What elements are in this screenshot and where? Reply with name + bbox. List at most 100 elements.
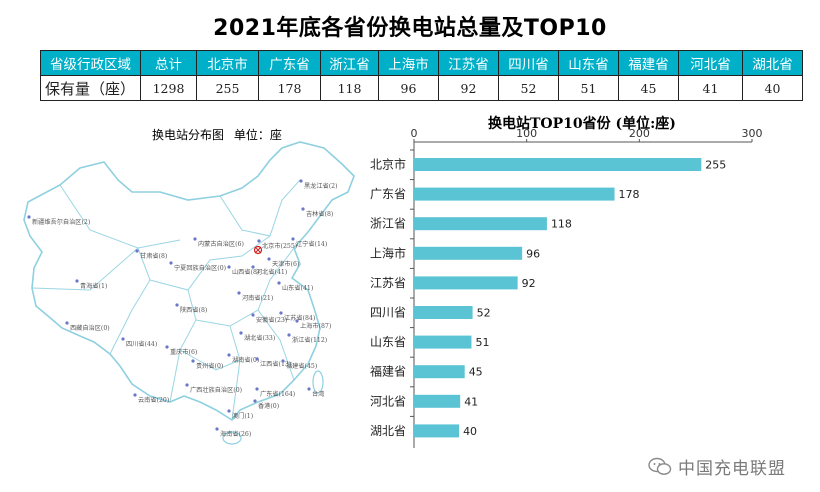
map-label: 辽宁省(14)	[296, 240, 327, 248]
x-tick-label: 100	[516, 128, 537, 140]
summary-header-cell: 总计	[140, 50, 197, 76]
map-label: 福建省(45)	[286, 362, 317, 370]
watermark-text: 中国充电联盟	[678, 459, 786, 479]
map-point	[193, 237, 197, 241]
map-label: 湖南省(0)	[232, 356, 259, 364]
summary-value-cell: 41	[678, 75, 743, 101]
map-label: 江西省(13)	[260, 360, 291, 368]
chart-title: 换电站TOP10省份 (单位:座)	[488, 116, 676, 132]
x-tick-label: 0	[411, 128, 418, 140]
map-label: 天津市(6)	[272, 260, 299, 268]
map-label: 陕西省(8)	[180, 306, 207, 314]
map-point	[255, 387, 259, 391]
map-label: 上海市(87)	[300, 322, 331, 330]
map-point	[251, 265, 255, 269]
map-point	[227, 265, 231, 269]
map-point	[267, 257, 271, 261]
summary-header-cell: 湖北省	[742, 50, 803, 76]
map-label: 贵州省(0)	[196, 362, 223, 370]
summary-value-cell: 51	[558, 75, 619, 101]
summary-header-cell: 江苏省	[438, 50, 499, 76]
map-point	[295, 319, 299, 323]
page-title: 2021年底各省份换电站总量及TOP10	[213, 16, 607, 41]
map-point	[279, 311, 283, 315]
map-point	[277, 281, 281, 285]
bar	[414, 335, 472, 349]
map-label: 山西省(8)	[232, 268, 259, 276]
category-label: 河北省	[370, 394, 406, 408]
map-title: 换电站分布图 单位：座	[152, 128, 282, 142]
summary-value-cell: 1298	[140, 75, 197, 101]
map-label: 澳门(1)	[232, 412, 253, 420]
summary-value-cell: 96	[378, 75, 439, 101]
map-label: 内蒙古自治区(6)	[198, 240, 244, 248]
map-point	[291, 237, 295, 241]
map-point	[169, 261, 173, 265]
map-point	[253, 399, 257, 403]
x-tick-label: 200	[629, 128, 650, 140]
category-label: 山东省	[370, 335, 406, 349]
map-label: 安徽省(23)	[256, 316, 287, 324]
summary-header-cell: 河北省	[678, 50, 743, 76]
map-label: 河南省(21)	[242, 294, 273, 302]
map-label: 新疆维吾尔自治区(2)	[32, 218, 90, 226]
category-label: 浙江省	[370, 217, 406, 231]
category-label: 上海市	[370, 245, 406, 260]
beijing-marker	[253, 245, 263, 255]
summary-value-cell: 118	[320, 75, 379, 101]
province-borders	[31, 179, 301, 421]
map-point	[215, 427, 219, 431]
map-label: 吉林省(8)	[306, 210, 333, 218]
wechat-icon	[648, 457, 672, 475]
map-label: 四川省(44)	[126, 340, 157, 348]
category-label: 北京市	[370, 157, 406, 172]
data-label: 255	[705, 159, 726, 172]
bar	[414, 424, 460, 438]
category-label: 四川省	[370, 306, 406, 320]
data-label: 118	[551, 218, 572, 231]
summary-row-label: 保有量（座）	[40, 75, 141, 101]
map-point	[257, 239, 261, 243]
summary-value-cell: 52	[498, 75, 559, 101]
map-point	[287, 333, 291, 337]
map-point	[301, 207, 305, 211]
map-point	[255, 357, 259, 361]
map-point	[239, 331, 243, 335]
map-label: 山东省(41)	[282, 284, 313, 292]
map-point	[281, 359, 285, 363]
bar	[414, 394, 461, 408]
summary-header-cell: 北京市	[196, 50, 259, 76]
map-label: 湖北省(33)	[244, 334, 275, 342]
summary-header-cell: 上海市	[378, 50, 439, 76]
map-point	[121, 337, 125, 341]
map-point	[65, 321, 69, 325]
map-label: 台湾	[312, 390, 324, 398]
map-point	[227, 353, 231, 357]
map-point	[227, 409, 231, 413]
taiwan-island	[312, 370, 324, 394]
summary-value-cell: 178	[258, 75, 321, 101]
map-label: 江苏省(84)	[284, 314, 315, 322]
data-label: 45	[469, 366, 483, 379]
summary-header-cell: 广东省	[258, 50, 321, 76]
map-point	[175, 303, 179, 307]
map-point	[165, 345, 169, 349]
summary-header-cell: 四川省	[498, 50, 559, 76]
map-label: 西藏自治区(0)	[70, 324, 110, 332]
map-point	[237, 291, 241, 295]
map-label: 广东省(164)	[260, 390, 295, 398]
bar	[414, 187, 615, 201]
map-label: 重庆市(6)	[170, 348, 197, 356]
bar	[414, 217, 547, 231]
map-label: 北京市(255)	[262, 242, 297, 250]
summary-header-cell: 山东省	[558, 50, 619, 76]
map-point	[185, 383, 189, 387]
map-label: 黑龙江省(2)	[304, 182, 338, 190]
data-label: 178	[619, 188, 640, 201]
x-tick-label: 300	[742, 128, 763, 140]
map-point	[133, 393, 137, 397]
map-label: 广西壮族自治区(0)	[190, 386, 242, 394]
china-outline	[23, 141, 355, 422]
map-label: 青海省(1)	[80, 282, 107, 290]
summary-header-row: 省级行政区域 总计 北京市 广东省 浙江省 上海市 江苏省 四川省 山东省 福建…	[40, 50, 803, 76]
